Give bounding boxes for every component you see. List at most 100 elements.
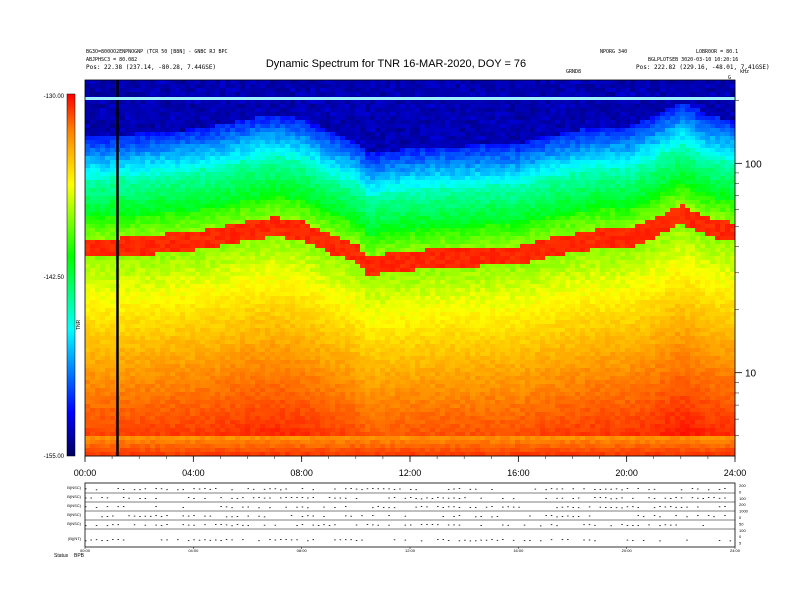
header-info-right-4: Pos: 222.82 (229.16, -48.01, 7.41GSE): [636, 64, 770, 71]
x-tick-label: 04:00: [182, 468, 205, 478]
spectrogram-column: [565, 80, 571, 457]
spectrogram-column: [170, 80, 176, 457]
spectrogram-column: [460, 80, 466, 457]
spectrogram-column: [440, 80, 446, 457]
spectrogram-column: [580, 80, 586, 457]
header-right-corner-2: G: [728, 75, 732, 81]
spectrogram-column: [250, 80, 256, 457]
bottom-right-label: 100: [739, 528, 746, 533]
spectrogram-column: [365, 80, 371, 457]
spectrogram-column: [445, 80, 451, 457]
spectrogram-column: [425, 80, 431, 457]
spectrogram-column: [165, 80, 171, 457]
bottom-row-label: |B|(NT): [68, 536, 81, 541]
spectrogram-column: [190, 80, 196, 457]
spectrogram-column: [545, 80, 551, 457]
spectrogram-column: [650, 80, 656, 457]
x-tick-label: 20:00: [615, 468, 638, 478]
spectrogram-column: [370, 80, 376, 457]
spectrogram-column: [385, 80, 391, 457]
bottom-row-label: B(NSC): [67, 485, 81, 490]
spectrogram-column: [335, 80, 341, 457]
spectrogram-column: [275, 80, 281, 457]
spectrogram-column: [235, 80, 241, 457]
spectrogram-column: [500, 80, 506, 457]
spectrogram-column: [575, 80, 581, 457]
y-axis: 100 10: [735, 100, 762, 436]
spectrogram-column: [230, 80, 236, 457]
spectrogram: [85, 80, 736, 457]
spectrogram-column: [225, 80, 231, 457]
bottom-right-label: 5: [739, 541, 742, 546]
bottom-row-trace: [101, 515, 726, 518]
spectrogram-column: [105, 80, 111, 457]
spectrogram-column: [625, 80, 631, 457]
spectrogram-column: [135, 80, 141, 457]
spectrogram-column: [160, 80, 166, 457]
spectrogram-column: [375, 80, 381, 457]
spectrogram-column: [635, 80, 641, 457]
spectrogram-column: [205, 80, 211, 457]
bottom-row-trace: [85, 506, 726, 509]
footer-status-label: Status: [54, 553, 69, 559]
spectrogram-column: [395, 80, 401, 457]
spectrogram-column: [475, 80, 481, 457]
spectrogram-column: [725, 80, 731, 457]
spectrogram-column: [495, 80, 501, 457]
spectrogram-column: [180, 80, 186, 457]
spectrogram-column: [85, 80, 91, 457]
calibration-band: [85, 97, 735, 100]
spectrogram-column: [630, 80, 636, 457]
spectrogram-column: [700, 80, 706, 457]
spectrogram-column: [670, 80, 676, 457]
bottom-x-tick-label: 04:00: [188, 548, 199, 553]
spectrogram-column: [95, 80, 101, 457]
colorbar: [66, 93, 76, 457]
spectrogram-column: [590, 80, 596, 457]
colorbar-mid-label: -142.50: [44, 275, 65, 281]
bottom-right-label: 0: [739, 489, 742, 494]
spectrogram-column: [540, 80, 546, 457]
spectrogram-column: [720, 80, 726, 457]
spectrogram-column: [90, 80, 96, 457]
spectrogram-column: [210, 80, 216, 457]
spectrogram-column: [530, 80, 536, 457]
bottom-panel-frame: [84, 482, 736, 548]
bottom-x-tick-label: 20:00: [622, 548, 633, 553]
spectrogram-column: [600, 80, 606, 457]
spectrogram-column: [320, 80, 326, 457]
spectrogram-column: [415, 80, 421, 457]
spectrogram-column: [450, 80, 456, 457]
x-tick-label: 16:00: [507, 468, 530, 478]
spectrogram-column: [730, 80, 736, 457]
spectrogram-column: [155, 80, 161, 457]
colorbar-side-label: TNR: [76, 319, 82, 330]
spectrogram-column: [470, 80, 476, 457]
spectrogram-column: [260, 80, 266, 457]
spectrogram-column: [150, 80, 156, 457]
bottom-row-trace: [85, 488, 726, 491]
spectrogram-column: [410, 80, 416, 457]
spectrogram-column: [655, 80, 661, 457]
bottom-row-label: B(NSC): [67, 494, 81, 499]
spectrogram-column: [560, 80, 566, 457]
header-info-left-3: Pos: 22.38 (237.14, -80.28, 7.44GSE): [86, 64, 217, 71]
spectrogram-column: [130, 80, 136, 457]
bottom-x-tick-label: 12:00: [405, 548, 416, 553]
spectrogram-column: [690, 80, 696, 457]
spectrogram-column: [360, 80, 366, 457]
bottom-x-tick-label: 24:00: [730, 548, 741, 553]
spectrogram-column: [315, 80, 321, 457]
spectrogram-column: [145, 80, 151, 457]
spectrogram-column: [280, 80, 286, 457]
bottom-row-trace: [85, 524, 704, 527]
spectrogram-column: [420, 80, 426, 457]
chart-title: Dynamic Spectrum for TNR 16-MAR-2020, DO…: [265, 58, 527, 70]
bottom-x-tick-label: 16:00: [513, 548, 524, 553]
spectrogram-column: [510, 80, 516, 457]
spectrogram-column: [465, 80, 471, 457]
bottom-right-label: 100: [739, 496, 746, 501]
spectrogram-column: [645, 80, 651, 457]
spectrogram-column: [240, 80, 246, 457]
